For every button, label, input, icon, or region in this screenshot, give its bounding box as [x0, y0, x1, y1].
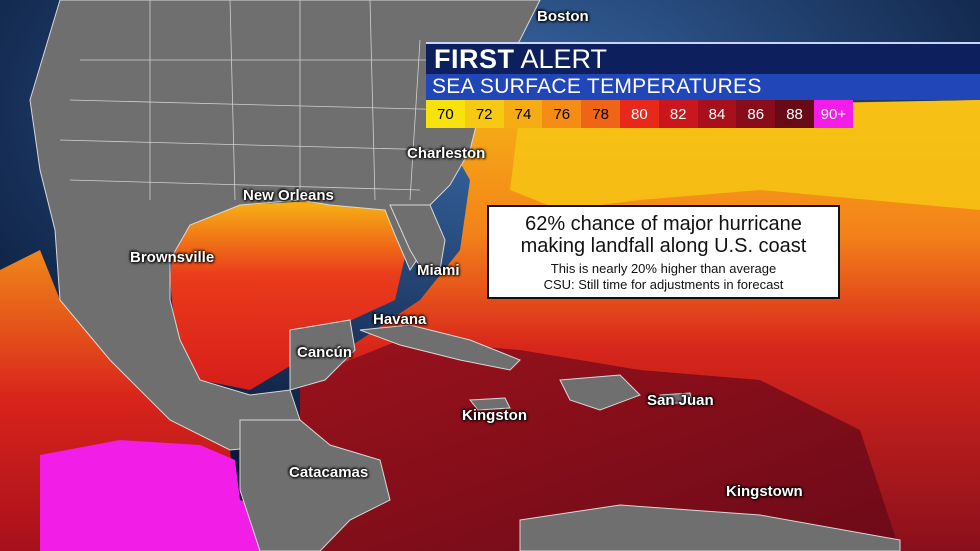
- subtitle: SEA SURFACE TEMPERATURES: [432, 75, 762, 98]
- legend-cell-86: 86: [736, 100, 776, 128]
- subtitle-bar: SEA SURFACE TEMPERATURES: [426, 74, 980, 100]
- legend-cell-72: 72: [464, 100, 504, 128]
- pacific-hot-patch: [40, 440, 300, 551]
- legend-cell-78: 78: [581, 100, 620, 128]
- info-headline-line1: 62% chance of major hurricane: [525, 213, 802, 235]
- legend-cell-70: 70: [426, 100, 465, 128]
- north-america-landmass: [29, 0, 541, 451]
- first-alert-banner: FIRST ALERT SEA SURFACE TEMPERATURES 70 7…: [426, 42, 980, 128]
- city-label-brownsville: Brownsville: [130, 249, 215, 266]
- south-america-landmass: [519, 504, 901, 551]
- info-headline-line2: making landfall along U.S. coast: [520, 235, 807, 257]
- state-borders: [59, 0, 470, 201]
- legend-cell-74: 74: [503, 100, 543, 128]
- title-bar: FIRST ALERT: [426, 42, 980, 74]
- legend-cell-90-plus: 90+: [813, 100, 853, 128]
- hispaniola-island: [559, 374, 641, 411]
- city-label-boston: Boston: [537, 8, 589, 25]
- city-label-havana: Havana: [373, 311, 427, 328]
- yucatan-peninsula: [289, 319, 356, 391]
- city-label-kingstown: Kingstown: [726, 483, 803, 500]
- caribbean-sea-region: [300, 340, 900, 551]
- title-alert: ALERT: [520, 43, 608, 74]
- city-label-miami: Miami: [417, 262, 460, 279]
- puerto-rico-island: [659, 392, 693, 405]
- title-first: FIRST: [434, 43, 515, 74]
- hurricane-info-box: 62% chance of major hurricane making lan…: [487, 205, 840, 299]
- city-label-charleston: Charleston: [407, 145, 486, 162]
- jamaica-island: [469, 397, 511, 411]
- legend-cell-80: 80: [619, 100, 659, 128]
- legend-cell-84: 84: [697, 100, 737, 128]
- central-america-landmass: [239, 419, 391, 551]
- florida-peninsula: [389, 204, 446, 276]
- cuba-island: [359, 324, 521, 371]
- gulf-of-mexico-region: [170, 200, 410, 390]
- info-sub-line2: CSU: Still time for adjustments in forec…: [543, 277, 784, 292]
- legend-cell-88: 88: [775, 100, 814, 128]
- temperature-legend: 70 72 74 76 78 80 82 84 86 88 90+: [426, 100, 980, 128]
- city-label-catacamas: Catacamas: [289, 464, 369, 481]
- city-label-san-juan: San Juan: [647, 392, 714, 409]
- legend-cell-82: 82: [658, 100, 698, 128]
- city-label-new-orleans: New Orleans: [243, 187, 334, 204]
- city-label-cancun: Cancún: [297, 344, 353, 361]
- info-sub-line1: This is nearly 20% higher than average: [550, 261, 777, 276]
- city-label-kingston: Kingston: [462, 407, 527, 424]
- legend-cell-76: 76: [542, 100, 582, 128]
